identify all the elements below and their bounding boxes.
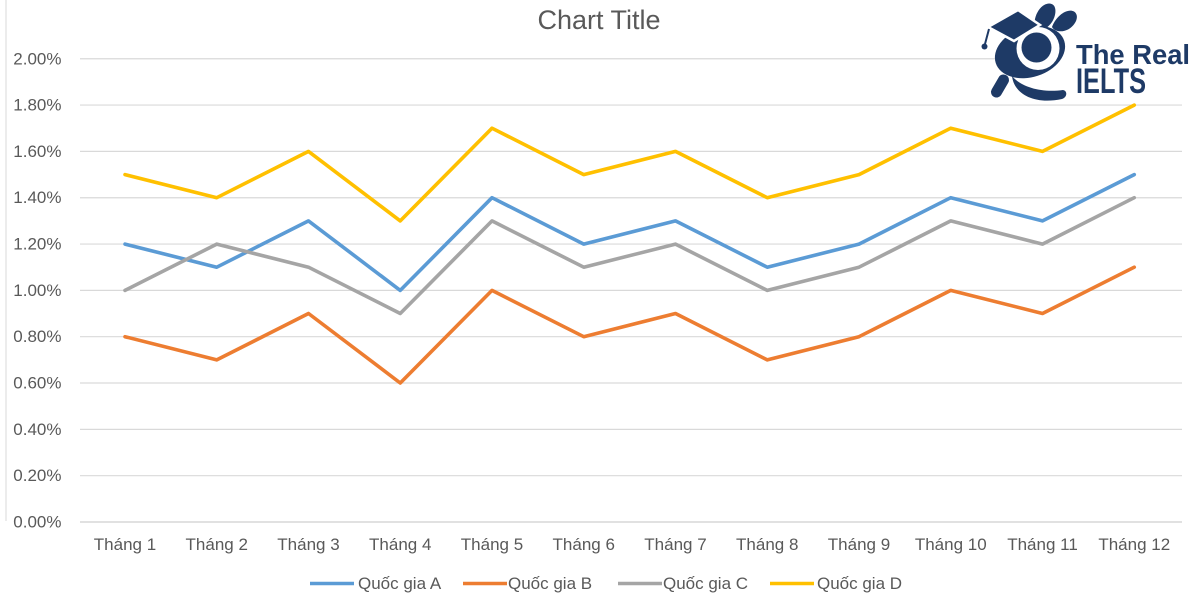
svg-text:The Real: The Real xyxy=(1076,39,1190,70)
svg-text:0.60%: 0.60% xyxy=(13,374,61,393)
svg-text:Tháng 10: Tháng 10 xyxy=(915,535,987,554)
svg-text:Quốc gia B: Quốc gia B xyxy=(508,574,592,593)
svg-text:Tháng 7: Tháng 7 xyxy=(644,535,706,554)
svg-text:1.60%: 1.60% xyxy=(13,142,61,161)
svg-text:Tháng 4: Tháng 4 xyxy=(369,535,431,554)
svg-text:1.20%: 1.20% xyxy=(13,235,61,254)
svg-text:1.40%: 1.40% xyxy=(13,188,61,207)
svg-text:2.00%: 2.00% xyxy=(13,49,61,68)
svg-text:Tháng 8: Tháng 8 xyxy=(736,535,798,554)
svg-text:Tháng 12: Tháng 12 xyxy=(1098,535,1170,554)
svg-text:Tháng 9: Tháng 9 xyxy=(828,535,890,554)
svg-text:0.80%: 0.80% xyxy=(13,327,61,346)
svg-text:Tháng 11: Tháng 11 xyxy=(1007,535,1078,554)
svg-text:Tháng 5: Tháng 5 xyxy=(461,535,523,554)
svg-text:0.20%: 0.20% xyxy=(13,466,61,485)
svg-text:IELTS: IELTS xyxy=(1076,62,1146,101)
svg-text:Chart Title: Chart Title xyxy=(537,5,660,35)
svg-text:Tháng 2: Tháng 2 xyxy=(186,535,248,554)
svg-text:Tháng 1: Tháng 1 xyxy=(94,535,156,554)
svg-text:Quốc gia A: Quốc gia A xyxy=(358,574,442,593)
svg-text:Tháng 6: Tháng 6 xyxy=(553,535,615,554)
svg-text:Tháng 3: Tháng 3 xyxy=(277,535,339,554)
svg-text:1.80%: 1.80% xyxy=(13,96,61,115)
svg-text:1.00%: 1.00% xyxy=(13,281,61,300)
svg-text:0.00%: 0.00% xyxy=(13,513,61,532)
svg-text:Quốc gia D: Quốc gia D xyxy=(817,574,902,593)
svg-text:0.40%: 0.40% xyxy=(13,420,61,439)
svg-text:Quốc gia C: Quốc gia C xyxy=(663,574,748,593)
